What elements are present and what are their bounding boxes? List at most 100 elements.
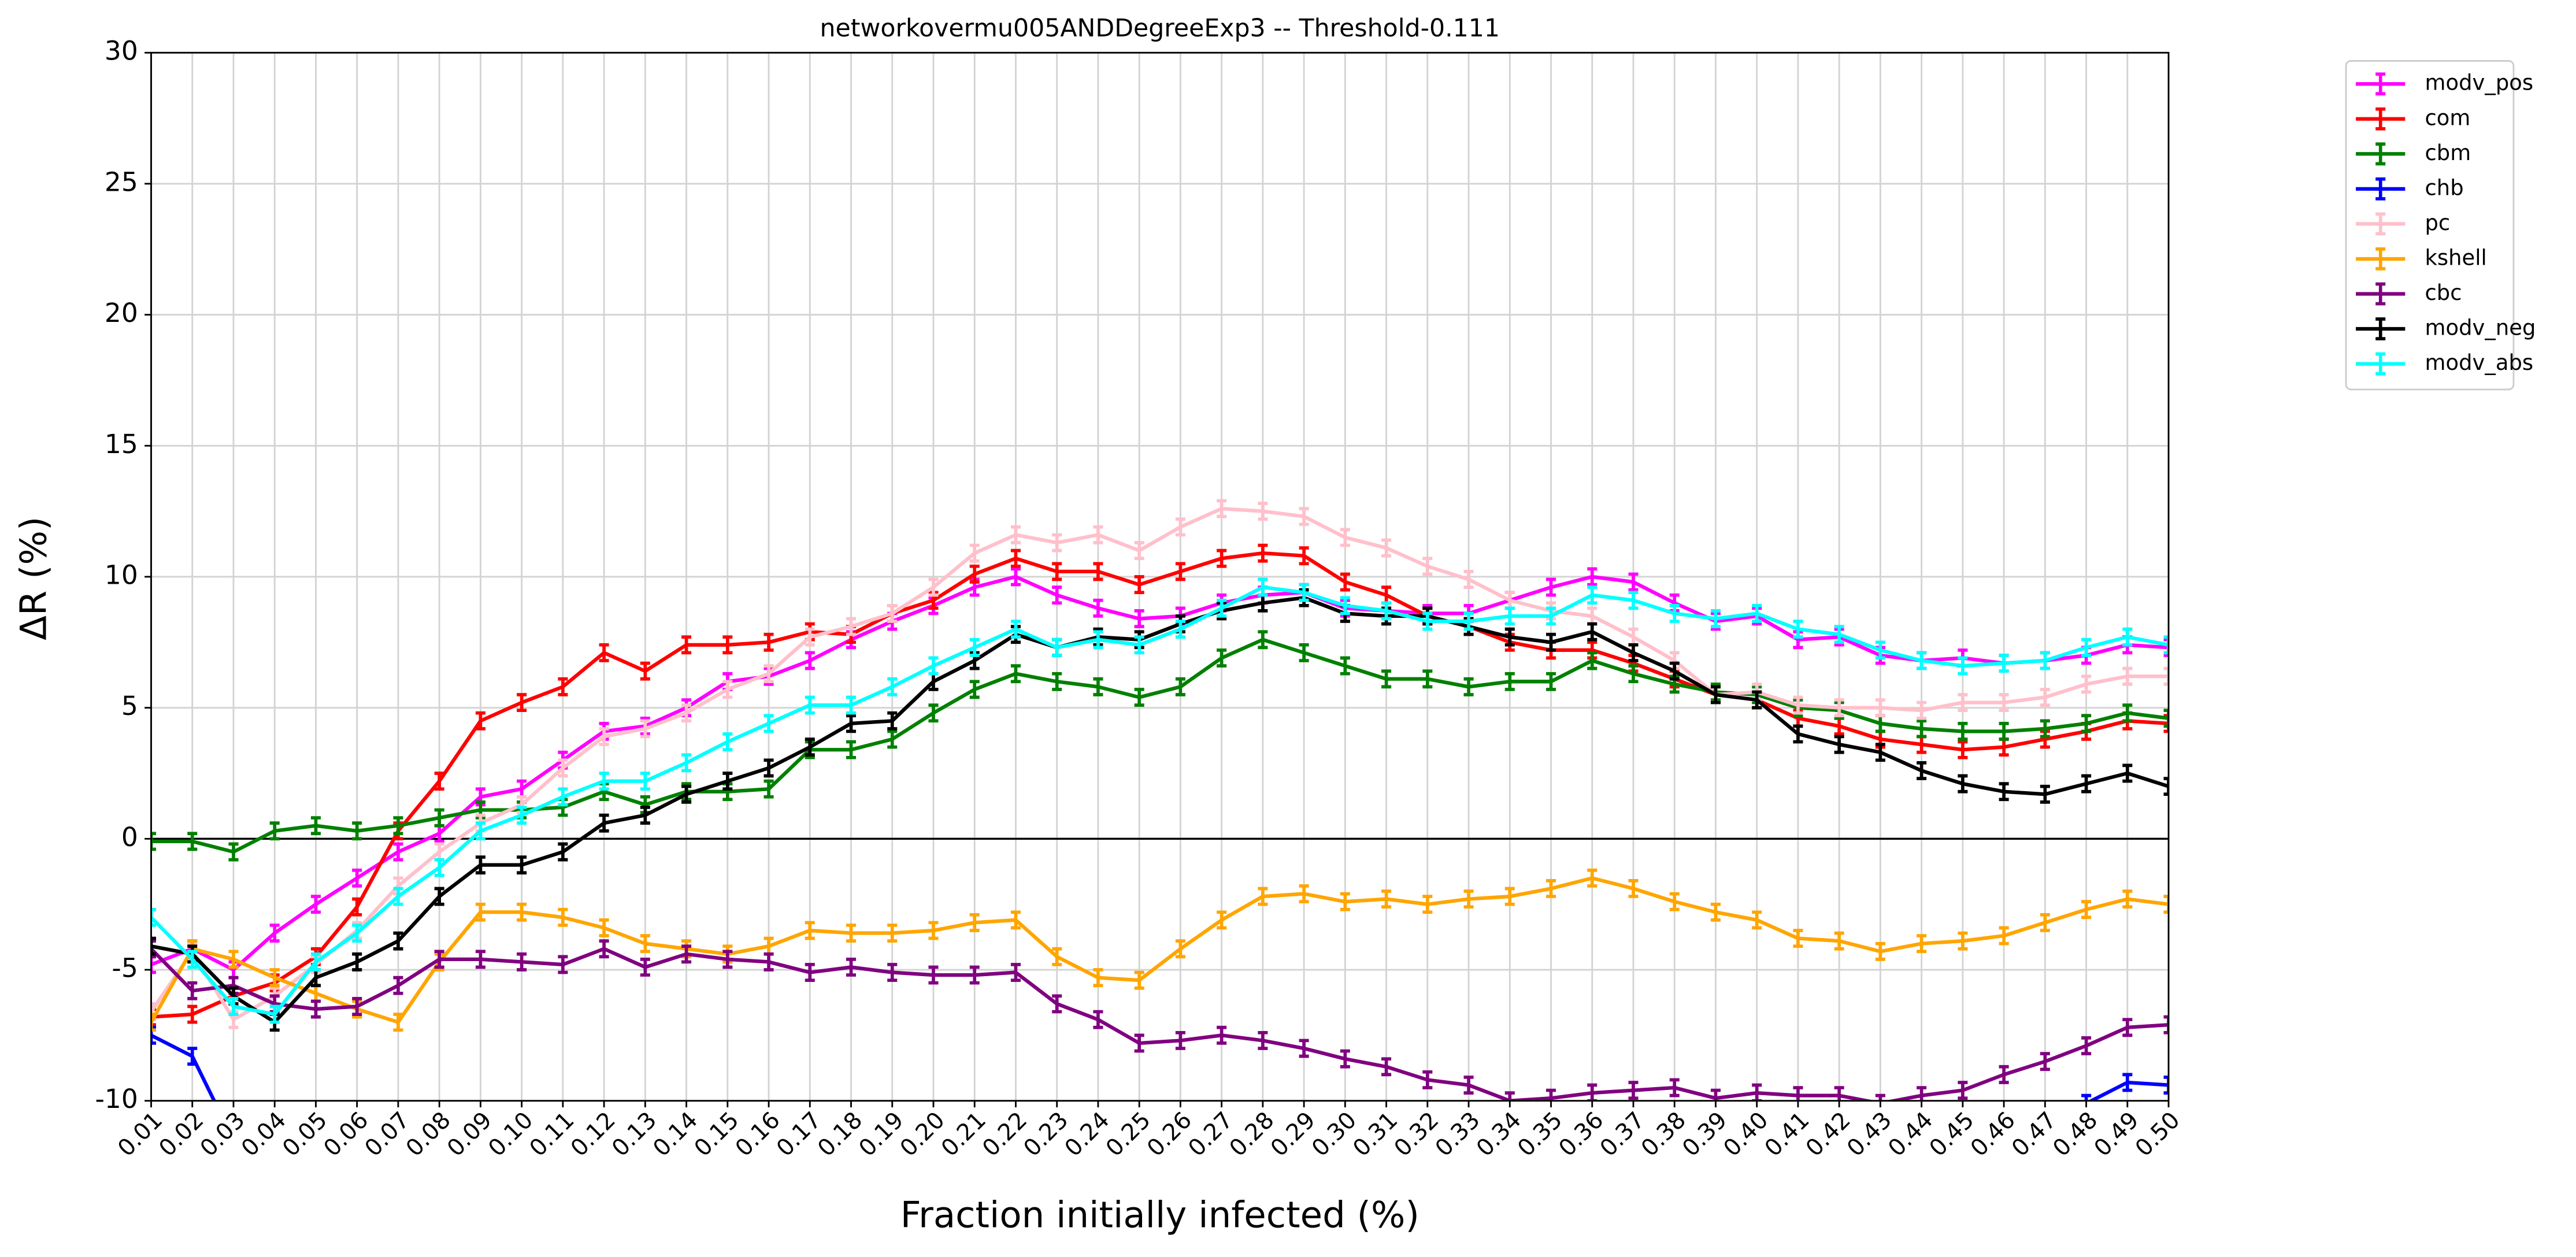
error-bar: [1546, 672, 1556, 691]
y-tick-label: 5: [121, 691, 138, 721]
error-bar: [1752, 603, 1762, 623]
error-bar: [2163, 709, 2169, 728]
error-bar: [310, 816, 321, 836]
error-bar: [352, 821, 362, 841]
error-bar: [805, 737, 815, 757]
error-bar: [1340, 1049, 1350, 1069]
error-bar: [475, 902, 485, 922]
error-bar: [1340, 892, 1350, 911]
error-bar: [434, 808, 444, 828]
error-bar: [352, 952, 362, 972]
error-bar: [187, 950, 198, 969]
error-bar: [1299, 507, 1309, 526]
error-bar: [805, 695, 815, 715]
error-bar: [681, 944, 692, 964]
error-bar: [1093, 1010, 1103, 1029]
error-bar: [352, 897, 362, 917]
error-bar: [2163, 666, 2169, 686]
error-bar: [1422, 611, 1433, 631]
error-bar: [151, 1013, 157, 1032]
error-bar: [2081, 674, 2092, 694]
error-bar: [2122, 1018, 2133, 1037]
error-bar: [599, 772, 609, 791]
error-bar: [1587, 868, 1598, 888]
error-bar: [2122, 763, 2133, 783]
error-bar: [1258, 577, 1268, 597]
error-bar: [846, 714, 857, 733]
error-bar: [1217, 548, 1227, 568]
error-bar: [640, 806, 650, 825]
error-bar: [2081, 774, 2092, 793]
error-bar: [1134, 635, 1144, 655]
error-bar: [1010, 548, 1021, 568]
error-bar: [1258, 502, 1268, 521]
error-bar: [1463, 677, 1474, 696]
error-bar: [2081, 1036, 2092, 1055]
series-line: [151, 506, 2169, 1022]
error-bar: [887, 603, 898, 623]
error-bar: [1587, 651, 1598, 670]
error-bar: [2122, 703, 2133, 723]
error-bar: [269, 1004, 280, 1024]
series-line: [151, 596, 2169, 1024]
error-bar: [2163, 1015, 2169, 1034]
y-tick-label: -5: [112, 953, 138, 984]
error-bar: [1546, 879, 1556, 898]
error-bar: [1546, 632, 1556, 652]
error-bar: [763, 632, 774, 652]
error-bar: [517, 902, 527, 922]
error-bar: [2122, 889, 2133, 909]
error-bar: [434, 887, 444, 906]
error-bar: [393, 931, 403, 951]
error-bar: [1134, 575, 1144, 595]
error-bar: [1958, 1081, 1968, 1100]
error-bar: [1793, 929, 1803, 948]
error-bar: [434, 950, 444, 969]
error-bar: [1052, 533, 1062, 553]
error-bar: [475, 855, 485, 875]
error-bar: [1175, 517, 1185, 537]
error-bar: [969, 680, 980, 699]
error-bar: [187, 1047, 198, 1066]
error-bar: [393, 1013, 403, 1032]
error-bar: [1381, 601, 1392, 621]
error-bar: [846, 958, 857, 977]
y-tick-label: 10: [105, 559, 138, 590]
error-bar: [1546, 1088, 1556, 1101]
error-bar: [475, 711, 485, 731]
error-bar: [1875, 640, 1885, 660]
error-bar: [1504, 627, 1515, 647]
error-bar: [1958, 740, 1968, 759]
error-bar: [1504, 1091, 1515, 1101]
error-bar: [1917, 719, 1927, 739]
error-bar: [887, 677, 898, 696]
error-bar: [352, 997, 362, 1016]
error-bar: [1669, 892, 1680, 911]
legend-label: cbm: [2425, 140, 2471, 165]
error-bar: [517, 806, 527, 825]
error-bar: [1258, 630, 1268, 650]
error-bar: [599, 727, 609, 746]
error-bar: [1010, 910, 1021, 930]
error-bar: [1710, 1088, 1721, 1101]
error-bar: [1175, 562, 1185, 581]
error-bar: [599, 813, 609, 833]
error-bar: [969, 543, 980, 563]
error-bar: [352, 868, 362, 888]
series-line: [151, 876, 2169, 1024]
error-bar: [2163, 637, 2169, 657]
error-bar: [558, 907, 568, 927]
error-bar: [1381, 538, 1392, 558]
error-bar: [1546, 577, 1556, 597]
error-bar: [1217, 910, 1227, 930]
error-bar: [805, 627, 815, 647]
error-bar: [1093, 562, 1103, 581]
error-bar: [151, 1025, 157, 1045]
error-bar: [1628, 572, 1639, 592]
error-bar: [599, 643, 609, 662]
error-bar: [228, 997, 239, 1016]
error-bar: [558, 955, 568, 974]
y-tick-label: 25: [105, 166, 138, 197]
